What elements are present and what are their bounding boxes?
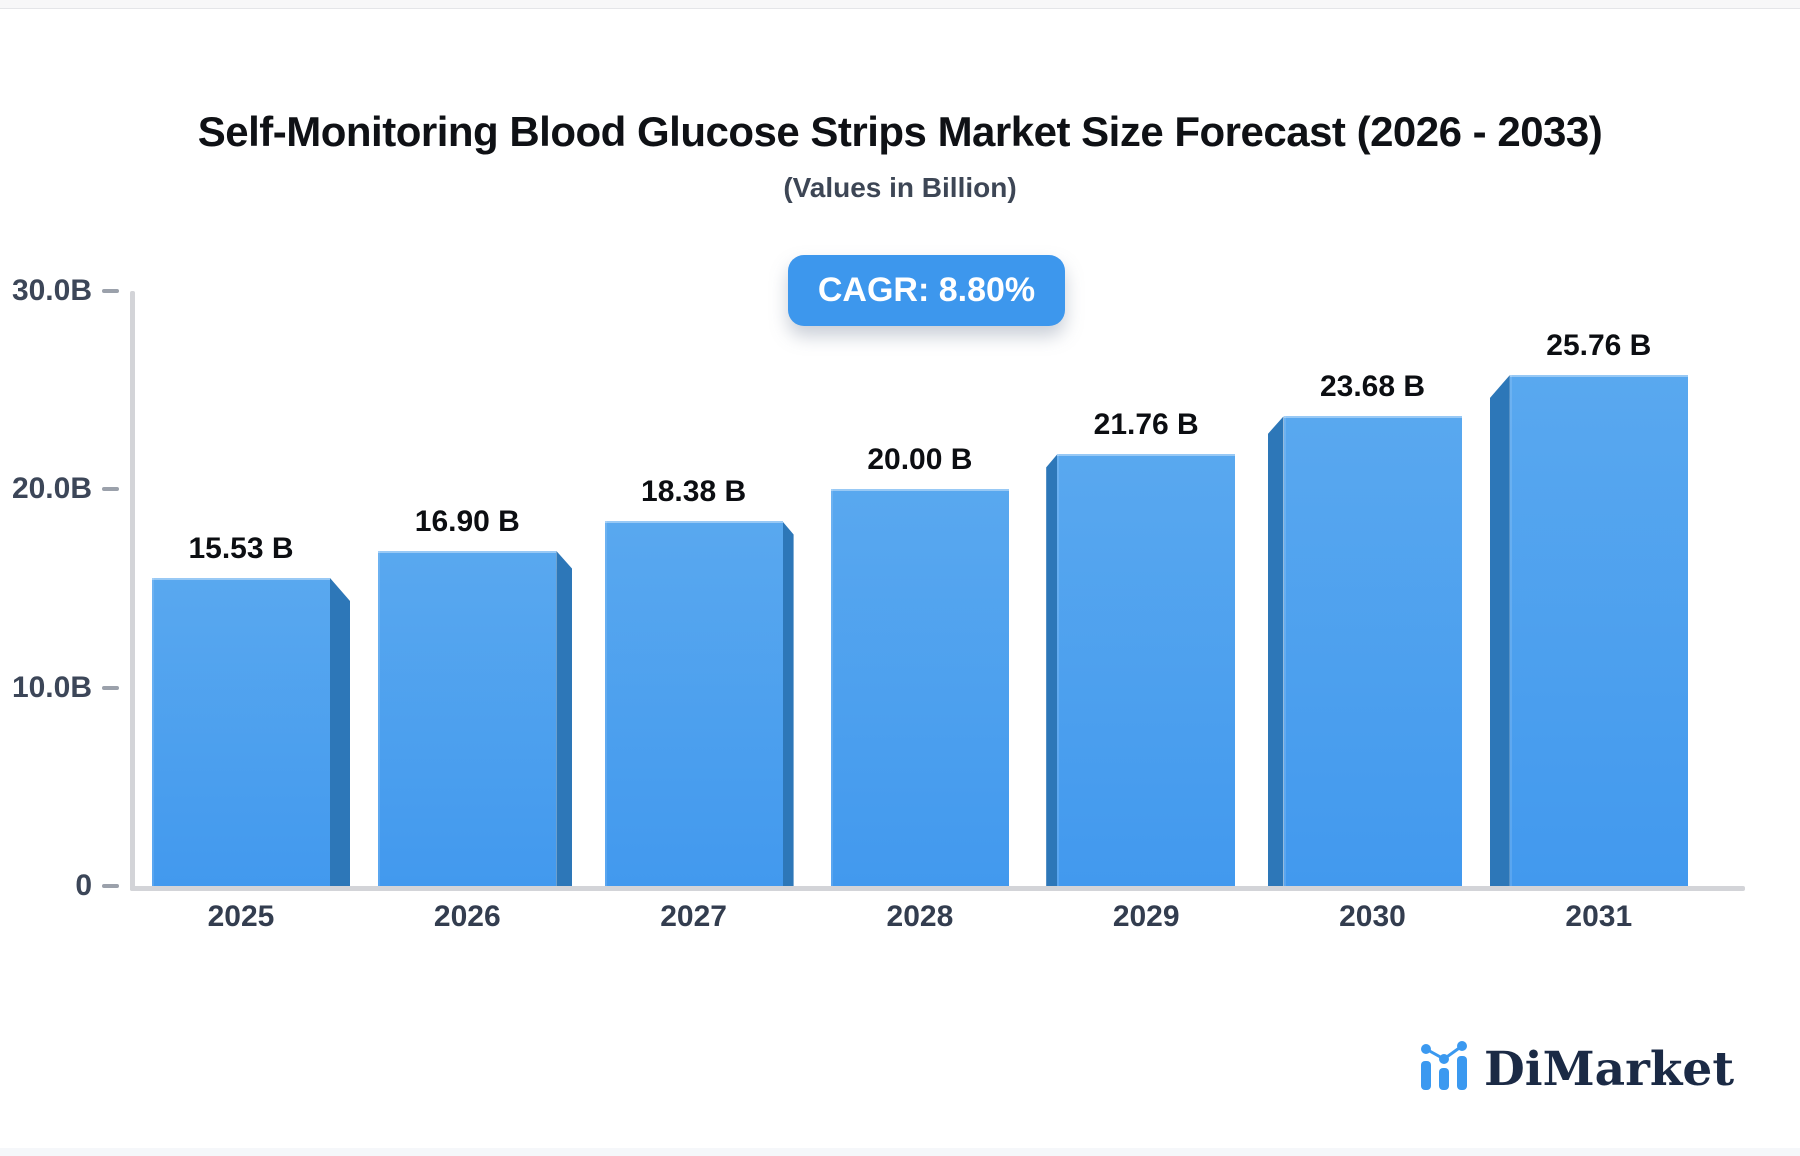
bar-2030-side [1267,416,1284,886]
bar-2025-side [330,577,350,886]
bar-2031-side [1489,375,1510,886]
y-tick-label: 0 [75,869,92,902]
bar-value-label: 21.76 B [1093,408,1199,442]
chart-subtitle: (Values in Billion) [783,172,1017,203]
bar-value-label: 25.76 B [1546,329,1652,363]
bar-2028[interactable] [830,489,1009,886]
bar-2026-side [556,550,573,886]
bar-2027[interactable] [604,521,783,886]
bar-2026[interactable] [378,550,557,886]
bar-value-label: 16.90 B [414,504,520,538]
x-axis-label-2030: 2030 [1339,900,1406,933]
cagr-badge-label: CAGR: 8.80% [817,271,1036,309]
y-tick-label: 10.0B [11,670,92,704]
x-axis-line [130,886,1745,891]
y-tick-mark [102,884,119,888]
y-tick-mark [102,685,119,690]
chart-title: Self-Monitoring Blood Glucose Strips Mar… [197,108,1603,155]
x-axis-label-2029: 2029 [1112,900,1180,933]
bar-2027-side [782,521,794,886]
bar-value-label: 20.00 B [867,443,973,477]
x-axis-label-2025: 2025 [207,900,275,933]
x-axis-label-2028: 2028 [886,900,954,933]
bar-value-label: 18.38 B [641,475,747,509]
cagr-badge: CAGR: 8.80% [788,255,1065,326]
dimarket-logo-text: DiMarket [1484,1041,1735,1097]
bar-2029[interactable] [1057,454,1236,886]
y-axis-line [130,291,135,891]
y-tick-label: 20.0B [11,472,92,506]
bar-value-label: 23.68 B [1319,370,1426,404]
x-axis-label-2031: 2031 [1565,900,1633,933]
bar-2030[interactable] [1283,416,1462,886]
bar-2031[interactable] [1509,375,1688,886]
bar-value-label: 15.53 B [188,531,294,565]
y-tick-mark [102,289,119,293]
bar-2025[interactable] [152,577,330,886]
dimarket-logo: DiMarket [1418,1040,1734,1098]
y-tick-mark [102,487,119,492]
page-bottom-edge [0,1148,1800,1156]
x-axis-label-2027: 2027 [660,900,727,933]
y-tick-label: 30.0B [11,274,92,307]
bar-2029-side [1046,454,1058,886]
page-top-edge [0,0,1800,9]
mini-bar-line-chart-icon [1418,1040,1470,1098]
x-axis-label-2026: 2026 [433,900,501,933]
